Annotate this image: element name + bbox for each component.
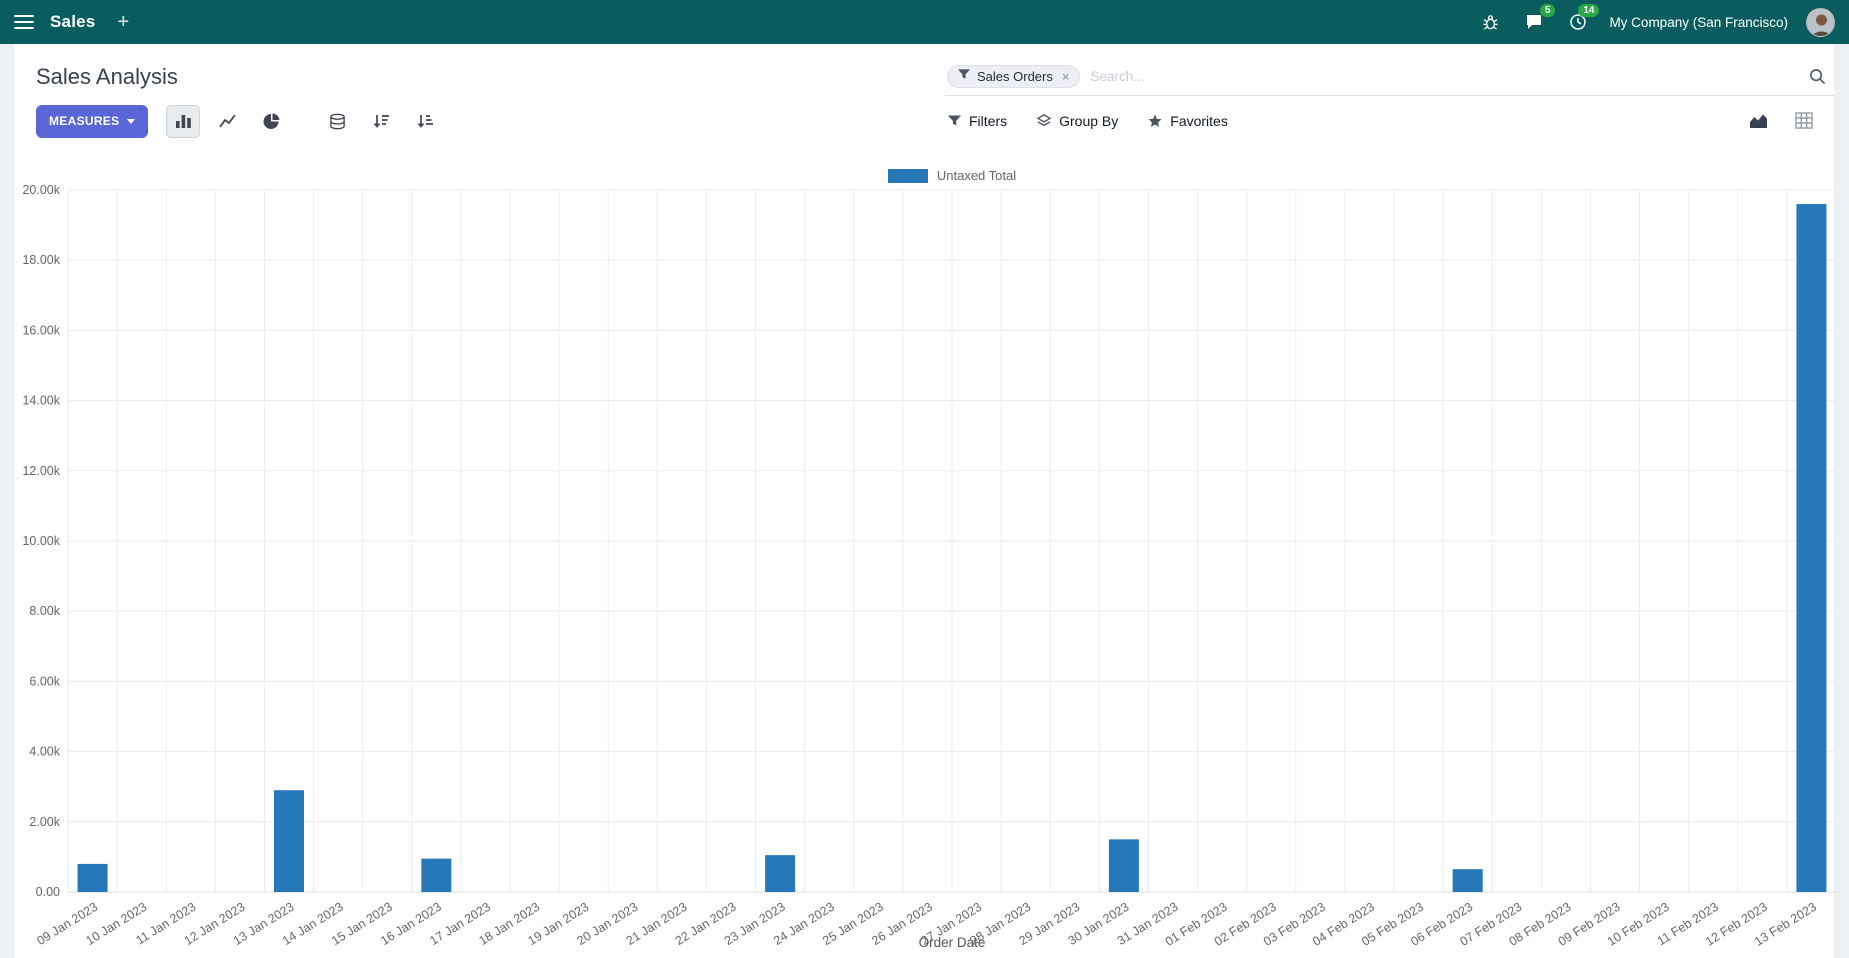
messages-icon[interactable]: 5 bbox=[1521, 4, 1556, 35]
top-navbar: Sales + 5 14 My Compan bbox=[0, 0, 1849, 44]
stacked-toggle-button[interactable] bbox=[320, 105, 354, 138]
svg-text:18.00k: 18.00k bbox=[22, 253, 60, 267]
svg-text:4.00k: 4.00k bbox=[29, 745, 60, 759]
star-icon bbox=[1148, 114, 1162, 128]
layers-icon bbox=[1037, 114, 1052, 128]
activities-badge: 14 bbox=[1578, 4, 1600, 17]
svg-text:10.00k: 10.00k bbox=[22, 534, 60, 548]
chart-bar[interactable] bbox=[1452, 869, 1483, 892]
svg-text:2.00k: 2.00k bbox=[29, 815, 60, 829]
facet-remove-icon[interactable]: × bbox=[1061, 69, 1070, 84]
line-chart-mode-button[interactable] bbox=[210, 105, 244, 138]
company-menu[interactable]: My Company (San Francisco) bbox=[1609, 14, 1788, 30]
svg-text:0.00: 0.00 bbox=[36, 885, 60, 899]
app-name-menu[interactable]: Sales bbox=[50, 12, 96, 31]
legend-label: Untaxed Total bbox=[936, 168, 1017, 183]
chart-bar[interactable] bbox=[765, 855, 796, 892]
group-by-label: Group By bbox=[1059, 113, 1119, 129]
apps-menu-icon[interactable] bbox=[14, 11, 34, 33]
measures-label: MEASURES bbox=[49, 114, 120, 128]
chart-bar[interactable] bbox=[274, 790, 304, 892]
measures-button[interactable]: MEASURES bbox=[36, 104, 149, 138]
debug-bug-icon[interactable] bbox=[1477, 9, 1503, 35]
control-panel-buttons: MEASURES bbox=[36, 104, 1822, 138]
page-title: Sales Analysis bbox=[36, 64, 178, 89]
legend-swatch bbox=[887, 168, 928, 183]
svg-text:16.00k: 16.00k bbox=[22, 323, 60, 337]
search-facet-sales-orders[interactable]: Sales Orders × bbox=[947, 65, 1081, 88]
control-panel: Sales Analysis Sales Orders × bbox=[15, 44, 1834, 160]
caret-down-icon bbox=[127, 118, 136, 124]
messages-badge: 5 bbox=[1539, 4, 1556, 17]
search-input[interactable] bbox=[1090, 69, 1799, 84]
svg-text:20.00k: 20.00k bbox=[22, 185, 60, 197]
chart-bar[interactable] bbox=[77, 863, 108, 892]
favorites-label: Favorites bbox=[1170, 113, 1228, 129]
svg-text:6.00k: 6.00k bbox=[29, 674, 60, 688]
new-tab-plus-icon[interactable]: + bbox=[117, 10, 130, 33]
favorites-button[interactable]: Favorites bbox=[1148, 113, 1228, 129]
bar-chart-mode-button[interactable] bbox=[166, 104, 201, 138]
view-switcher bbox=[1740, 104, 1822, 138]
filters-button[interactable]: Filters bbox=[948, 113, 1007, 129]
pie-chart-mode-button[interactable] bbox=[254, 105, 288, 138]
search-bar: Sales Orders × bbox=[945, 58, 1834, 96]
svg-text:14.00k: 14.00k bbox=[22, 394, 60, 408]
svg-text:Order Date: Order Date bbox=[919, 935, 986, 950]
search-icon[interactable] bbox=[1809, 68, 1826, 85]
sort-descending-button[interactable] bbox=[364, 105, 398, 138]
search-options: Filters Group By bbox=[948, 104, 1228, 138]
chart-bar[interactable] bbox=[1108, 839, 1139, 892]
filter-funnel-icon bbox=[958, 69, 970, 84]
svg-text:8.00k: 8.00k bbox=[29, 604, 60, 618]
filters-funnel-icon bbox=[948, 114, 961, 128]
user-avatar[interactable] bbox=[1806, 7, 1835, 37]
sort-ascending-button[interactable] bbox=[408, 105, 442, 138]
filters-label: Filters bbox=[969, 113, 1008, 129]
chart-legend[interactable]: Untaxed Total bbox=[68, 168, 1836, 183]
sales-analysis-bar-chart[interactable]: 0.00 2.00k 4.00k 6.00k 8.00k 10.00k 12.00k 14.0… bbox=[0, 185, 1849, 958]
facet-label: Sales Orders bbox=[977, 69, 1053, 84]
chart-bar[interactable] bbox=[1796, 204, 1827, 893]
graph-view-button[interactable] bbox=[1740, 104, 1776, 137]
pivot-view-button[interactable] bbox=[1786, 104, 1822, 137]
group-by-button[interactable]: Group By bbox=[1037, 113, 1118, 129]
main-content: Sales Analysis Sales Orders × bbox=[15, 44, 1834, 958]
chart-bar[interactable] bbox=[421, 858, 452, 892]
svg-text:12.00k: 12.00k bbox=[22, 464, 60, 478]
activities-clock-icon[interactable]: 14 bbox=[1565, 4, 1600, 35]
